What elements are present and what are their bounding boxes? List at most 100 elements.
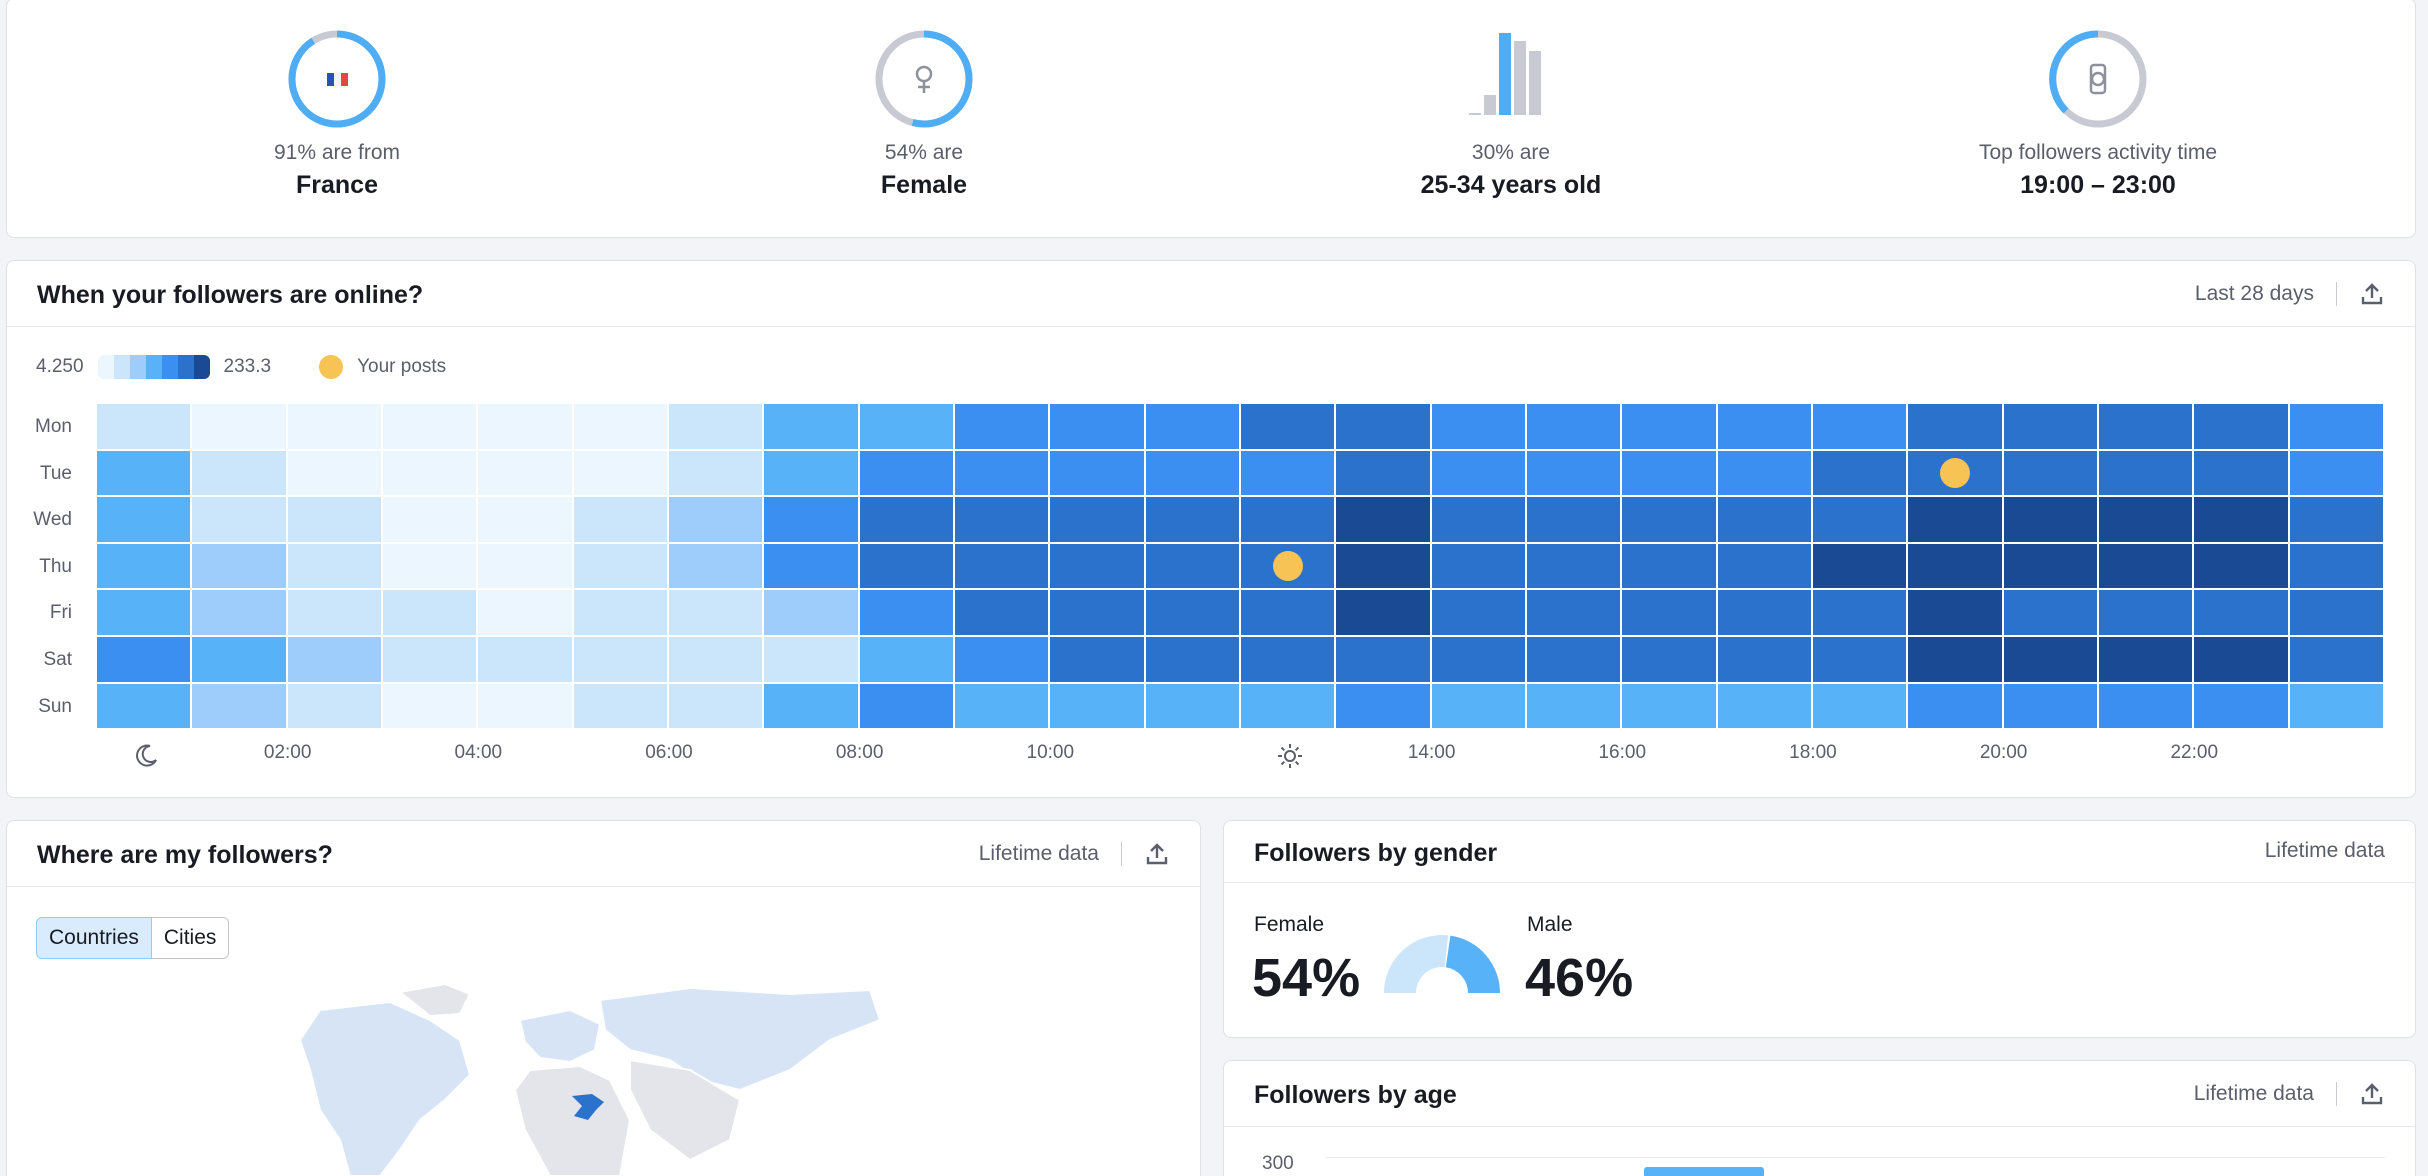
heatmap-cell[interactable]	[2194, 637, 2288, 682]
heatmap-cell[interactable]	[2289, 590, 2383, 635]
heatmap-cell[interactable]	[2098, 450, 2193, 496]
heatmap-cell[interactable]	[954, 450, 1049, 496]
heatmap-cell[interactable]	[1717, 450, 1811, 496]
heatmap-cell[interactable]	[1431, 683, 1525, 729]
heatmap-cell[interactable]	[478, 543, 572, 589]
heatmap-cell[interactable]	[1622, 404, 1716, 449]
heatmap-cell[interactable]	[478, 637, 572, 682]
heatmap-cell[interactable]	[2098, 497, 2193, 542]
heatmap-cell[interactable]	[764, 637, 858, 682]
heatmap-cell[interactable]	[1050, 590, 1144, 635]
heatmap-cell[interactable]	[2098, 590, 2193, 635]
heatmap-cell[interactable]	[1240, 497, 1335, 542]
export-icon[interactable]	[2359, 281, 2385, 307]
heatmap-cell[interactable]	[1145, 637, 1239, 682]
heatmap-cell[interactable]	[668, 450, 763, 496]
heatmap-cell[interactable]	[287, 497, 381, 542]
heatmap-cell[interactable]	[1622, 497, 1716, 542]
heatmap-cell[interactable]	[2289, 497, 2383, 542]
heatmap-cell[interactable]	[1526, 450, 1621, 496]
heatmap-cell[interactable]	[1908, 637, 2002, 682]
heatmap-cell[interactable]	[2003, 637, 2097, 682]
heatmap-cell[interactable]	[859, 450, 953, 496]
heatmap-cell[interactable]	[2289, 637, 2383, 682]
heatmap-cell[interactable]	[1622, 590, 1716, 635]
heatmap-cell[interactable]	[382, 590, 477, 635]
heatmap-cell[interactable]	[1717, 497, 1811, 542]
heatmap-cell[interactable]	[1050, 497, 1144, 542]
heatmap-cell[interactable]	[573, 404, 667, 449]
heatmap-cell[interactable]	[2003, 404, 2097, 449]
heatmap-cell[interactable]	[1812, 543, 1907, 589]
tab-countries[interactable]: Countries	[36, 917, 152, 959]
heatmap-cell[interactable]	[192, 683, 286, 729]
heatmap-cell[interactable]	[668, 497, 763, 542]
heatmap-cell[interactable]	[478, 450, 572, 496]
heatmap-cell[interactable]	[478, 590, 572, 635]
heatmap-cell[interactable]	[97, 590, 191, 635]
heatmap-cell[interactable]	[97, 450, 191, 496]
heatmap-cell[interactable]	[1240, 637, 1335, 682]
heatmap-cell[interactable]	[1431, 543, 1525, 589]
heatmap-cell[interactable]	[382, 404, 477, 449]
heatmap-cell[interactable]	[1812, 497, 1907, 542]
heatmap-cell[interactable]	[2194, 450, 2288, 496]
heatmap-cell[interactable]	[97, 404, 191, 449]
heatmap-cell[interactable]	[1240, 590, 1335, 635]
heatmap-cell[interactable]	[573, 590, 667, 635]
heatmap-cell[interactable]	[1908, 497, 2002, 542]
heatmap-cell[interactable]	[2098, 404, 2193, 449]
heatmap-cell[interactable]	[2194, 683, 2288, 729]
heatmap-cell[interactable]	[382, 637, 477, 682]
heatmap-cell[interactable]	[1336, 497, 1430, 542]
heatmap-cell[interactable]	[859, 543, 953, 589]
heatmap-cell[interactable]	[1812, 450, 1907, 496]
heatmap-cell[interactable]	[1717, 543, 1811, 589]
heatmap-cell[interactable]	[382, 683, 477, 729]
heatmap-cell[interactable]	[573, 683, 667, 729]
heatmap-cell[interactable]	[2098, 543, 2193, 589]
heatmap-cell[interactable]	[1050, 404, 1144, 449]
heatmap-cell[interactable]	[287, 590, 381, 635]
heatmap-cell[interactable]	[97, 497, 191, 542]
heatmap-cell[interactable]	[764, 683, 858, 729]
heatmap-cell[interactable]	[1431, 450, 1525, 496]
heatmap-cell[interactable]	[668, 404, 763, 449]
heatmap-cell[interactable]	[192, 404, 286, 449]
heatmap-cell[interactable]	[287, 637, 381, 682]
post-marker[interactable]	[1272, 551, 1303, 582]
heatmap-cell[interactable]	[954, 543, 1049, 589]
heatmap-cell[interactable]	[764, 543, 858, 589]
heatmap-cell[interactable]	[2289, 683, 2383, 729]
heatmap-cell[interactable]	[859, 683, 953, 729]
heatmap-cell[interactable]	[1717, 404, 1811, 449]
heatmap-cell[interactable]	[668, 637, 763, 682]
heatmap-cell[interactable]	[1526, 683, 1621, 729]
heatmap-cell[interactable]	[2003, 497, 2097, 542]
heatmap-cell[interactable]	[1812, 404, 1907, 449]
heatmap-cell[interactable]	[1431, 590, 1525, 635]
heatmap-cell[interactable]	[2098, 683, 2193, 729]
heatmap-cell[interactable]	[2098, 637, 2193, 682]
heatmap-cell[interactable]	[2289, 404, 2383, 449]
heatmap-cell[interactable]	[1145, 450, 1239, 496]
heatmap-cell[interactable]	[192, 450, 286, 496]
heatmap-cell[interactable]	[954, 683, 1049, 729]
heatmap-cell[interactable]	[573, 543, 667, 589]
heatmap-cell[interactable]	[2289, 543, 2383, 589]
heatmap-cell[interactable]	[2003, 590, 2097, 635]
heatmap-cell[interactable]	[1050, 450, 1144, 496]
heatmap-cell[interactable]	[764, 590, 858, 635]
heatmap-cell[interactable]	[382, 450, 477, 496]
heatmap-cell[interactable]	[192, 637, 286, 682]
heatmap-cell[interactable]	[1336, 404, 1430, 449]
heatmap-cell[interactable]	[97, 543, 191, 589]
heatmap-cell[interactable]	[1336, 590, 1430, 635]
heatmap-cell[interactable]	[287, 404, 381, 449]
heatmap-cell[interactable]	[478, 404, 572, 449]
heatmap-cell[interactable]	[954, 590, 1049, 635]
heatmap-cell[interactable]	[573, 637, 667, 682]
heatmap-cell[interactable]	[192, 543, 286, 589]
heatmap-cell[interactable]	[573, 497, 667, 542]
heatmap-cell[interactable]	[764, 404, 858, 449]
